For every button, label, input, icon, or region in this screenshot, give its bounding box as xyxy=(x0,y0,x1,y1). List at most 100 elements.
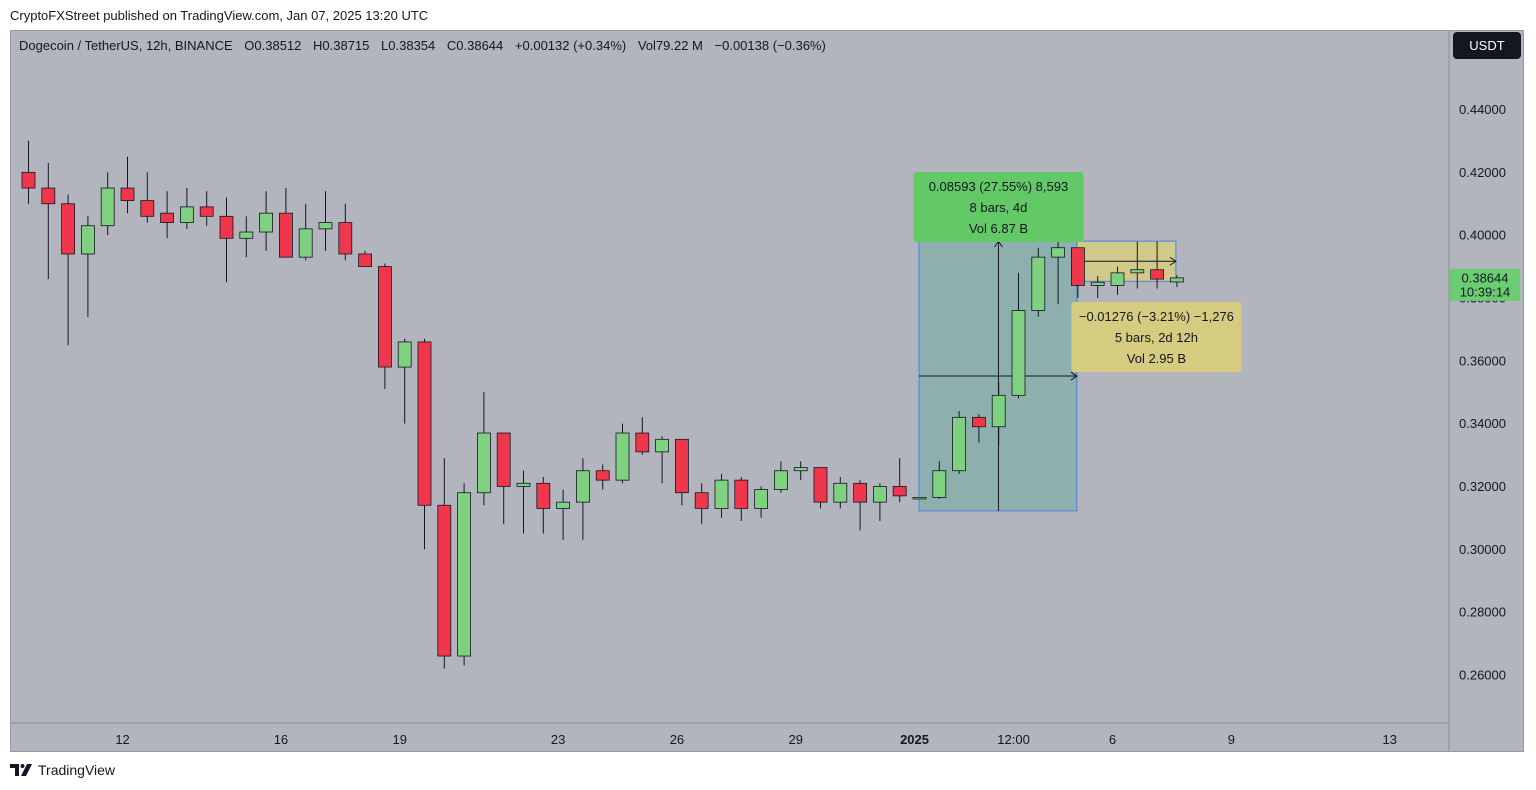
candle-up xyxy=(476,392,491,506)
candle-body xyxy=(694,492,709,509)
price-tick-label: 0.32000 xyxy=(1459,479,1506,494)
chart-pane[interactable] xyxy=(10,30,1524,752)
price-tick-label: 0.36000 xyxy=(1459,353,1506,368)
candle-body xyxy=(1011,310,1026,396)
time-tick-label: 12:00 xyxy=(997,732,1030,747)
candle-up xyxy=(991,382,1006,446)
candle-up xyxy=(516,470,531,534)
symbol-legend[interactable]: Dogecoin / TetherUS, 12h, BINANCE O0.385… xyxy=(19,38,834,53)
candle-down xyxy=(61,194,75,346)
legend-high: H0.38715 xyxy=(313,38,370,53)
candle-body xyxy=(338,222,353,255)
price-tick-label: 0.44000 xyxy=(1459,102,1506,117)
candle-body xyxy=(41,187,56,205)
candle-down xyxy=(892,458,907,503)
candle-body xyxy=(61,203,75,255)
candle-body xyxy=(219,215,234,239)
price-tick-label: 0.26000 xyxy=(1459,667,1506,682)
candle-up xyxy=(1051,238,1065,305)
time-tick-label: 29 xyxy=(789,732,803,747)
candle-body xyxy=(496,432,511,487)
candle-down xyxy=(338,203,353,261)
time-tick-label: 13 xyxy=(1383,732,1397,747)
candle-body xyxy=(873,486,887,503)
candle-body xyxy=(655,438,669,453)
candles xyxy=(21,140,1184,669)
candle-body xyxy=(437,504,452,657)
candle-down xyxy=(813,467,828,509)
short-range-arrowhead-right xyxy=(1169,256,1177,266)
candle-down xyxy=(219,197,234,283)
candle-down xyxy=(635,417,650,456)
candle-down xyxy=(1150,241,1164,289)
candle-body xyxy=(774,470,788,490)
candle-down xyxy=(853,480,867,531)
candle-up xyxy=(179,188,194,229)
current-price-label-bg xyxy=(1450,268,1520,301)
candle-up xyxy=(457,483,472,666)
candle-down xyxy=(41,162,56,280)
time-axis[interactable]: 12 16 19 23 26 29 2025 12:00 6 9 13 xyxy=(11,722,1449,747)
tradingview-logo-text: TradingView xyxy=(38,762,116,778)
candle-up xyxy=(754,486,768,518)
candle-body xyxy=(833,482,848,503)
candle-body xyxy=(1071,247,1085,286)
bar-countdown: 10:39:14 xyxy=(1460,285,1511,300)
long-range-label-box xyxy=(913,172,1084,242)
candle-body xyxy=(595,470,610,481)
candle-up xyxy=(318,191,333,251)
currency-button[interactable]: USDT xyxy=(1453,32,1521,59)
candle-up xyxy=(239,216,254,258)
candle-body xyxy=(1130,269,1145,274)
time-tick-label: 26 xyxy=(670,732,684,747)
candle-up xyxy=(952,411,966,474)
candle-up xyxy=(1170,275,1184,287)
candle-up xyxy=(397,338,412,424)
candle-down xyxy=(675,438,689,506)
candle-up xyxy=(615,423,630,484)
candle-body xyxy=(1110,272,1125,286)
candle-body xyxy=(1090,281,1105,286)
candle-up xyxy=(655,436,669,484)
legend-symbol[interactable]: Dogecoin / TetherUS, 12h, BINANCE xyxy=(19,38,233,53)
time-tick-label: 19 xyxy=(393,732,407,747)
candle-down xyxy=(140,172,155,223)
price-axis[interactable]: 0.26000 0.28000 0.30000 0.32000 0.34000 0.360… xyxy=(1448,31,1506,751)
legend-close: C0.38644 xyxy=(446,38,504,53)
candle-body xyxy=(397,341,412,368)
candle-up xyxy=(81,216,95,317)
candle-body xyxy=(536,482,551,509)
candle-down xyxy=(377,263,392,390)
candle-up xyxy=(774,461,788,493)
candle-down xyxy=(437,458,452,669)
candle-down xyxy=(120,156,135,214)
candle-body xyxy=(476,432,491,494)
candle-body xyxy=(813,467,828,503)
measurement-labels: 0.08593 (27.55%) 8,593 8 bars, 4d Vol 6.87… xyxy=(913,172,1242,372)
long-range-label-text: 8 bars, 4d xyxy=(970,200,1028,215)
candle-body xyxy=(952,416,966,472)
time-tick-label: 12 xyxy=(115,732,129,747)
candle-body xyxy=(754,489,768,509)
candle-body xyxy=(239,231,254,239)
publish-line: CryptoFXStreet published on TradingView.… xyxy=(10,8,429,23)
candle-up xyxy=(793,461,808,481)
tradingview-logo[interactable]: TradingView xyxy=(10,762,115,778)
time-tick-label: 23 xyxy=(551,732,565,747)
candle-down xyxy=(1071,247,1085,298)
candle-body xyxy=(417,341,432,506)
price-range-measurements[interactable] xyxy=(918,240,1177,512)
short-range-label-text: 5 bars, 2d 12h xyxy=(1115,330,1198,345)
time-tick-label: 16 xyxy=(274,732,288,747)
candle-up xyxy=(833,477,848,509)
long-range-label-text: 0.08593 (27.55%) 8,593 xyxy=(929,179,1069,194)
candle-body xyxy=(556,501,570,509)
time-tick-label: 6 xyxy=(1109,732,1116,747)
candle-body xyxy=(457,492,472,657)
candle-body xyxy=(358,253,373,267)
price-tick-label: 0.30000 xyxy=(1459,542,1506,557)
candle-body xyxy=(972,416,986,428)
candle-up xyxy=(932,461,947,499)
